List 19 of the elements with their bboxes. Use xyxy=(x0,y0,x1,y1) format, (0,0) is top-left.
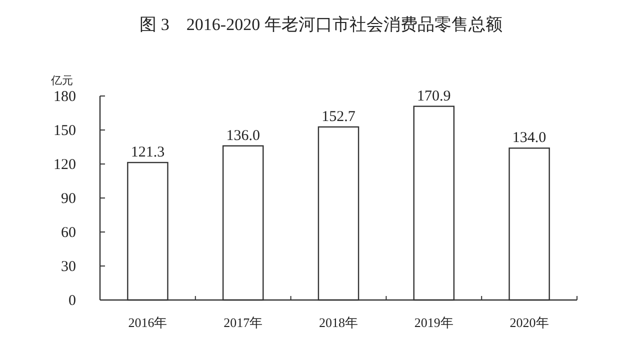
y-tick-label: 120 xyxy=(54,157,76,173)
x-tick-label: 2020年 xyxy=(510,315,549,330)
y-tick-label: 0 xyxy=(68,293,76,309)
data-label: 134.0 xyxy=(512,130,546,146)
y-tick-label: 180 xyxy=(54,89,76,105)
data-label: 121.3 xyxy=(130,144,165,161)
y-tick-label: 30 xyxy=(61,259,76,275)
data-label: 136.0 xyxy=(226,128,260,144)
y-tick-label: 60 xyxy=(61,225,76,241)
chart-title: 图 3 2016-2020 年老河口市社会消费品零售总额 xyxy=(140,15,502,34)
x-tick-label: 2018年 xyxy=(319,315,358,330)
data-label: 170.9 xyxy=(417,88,451,104)
y-tick-label: 90 xyxy=(61,191,76,207)
x-tick-label: 2017年 xyxy=(224,315,263,330)
y-axis-title: 亿元 xyxy=(50,75,73,87)
x-tick-label: 2016年 xyxy=(128,315,168,330)
y-tick-label: 150 xyxy=(54,123,76,139)
data-label: 152.7 xyxy=(322,108,356,125)
x-tick-label: 2019年 xyxy=(414,315,454,330)
